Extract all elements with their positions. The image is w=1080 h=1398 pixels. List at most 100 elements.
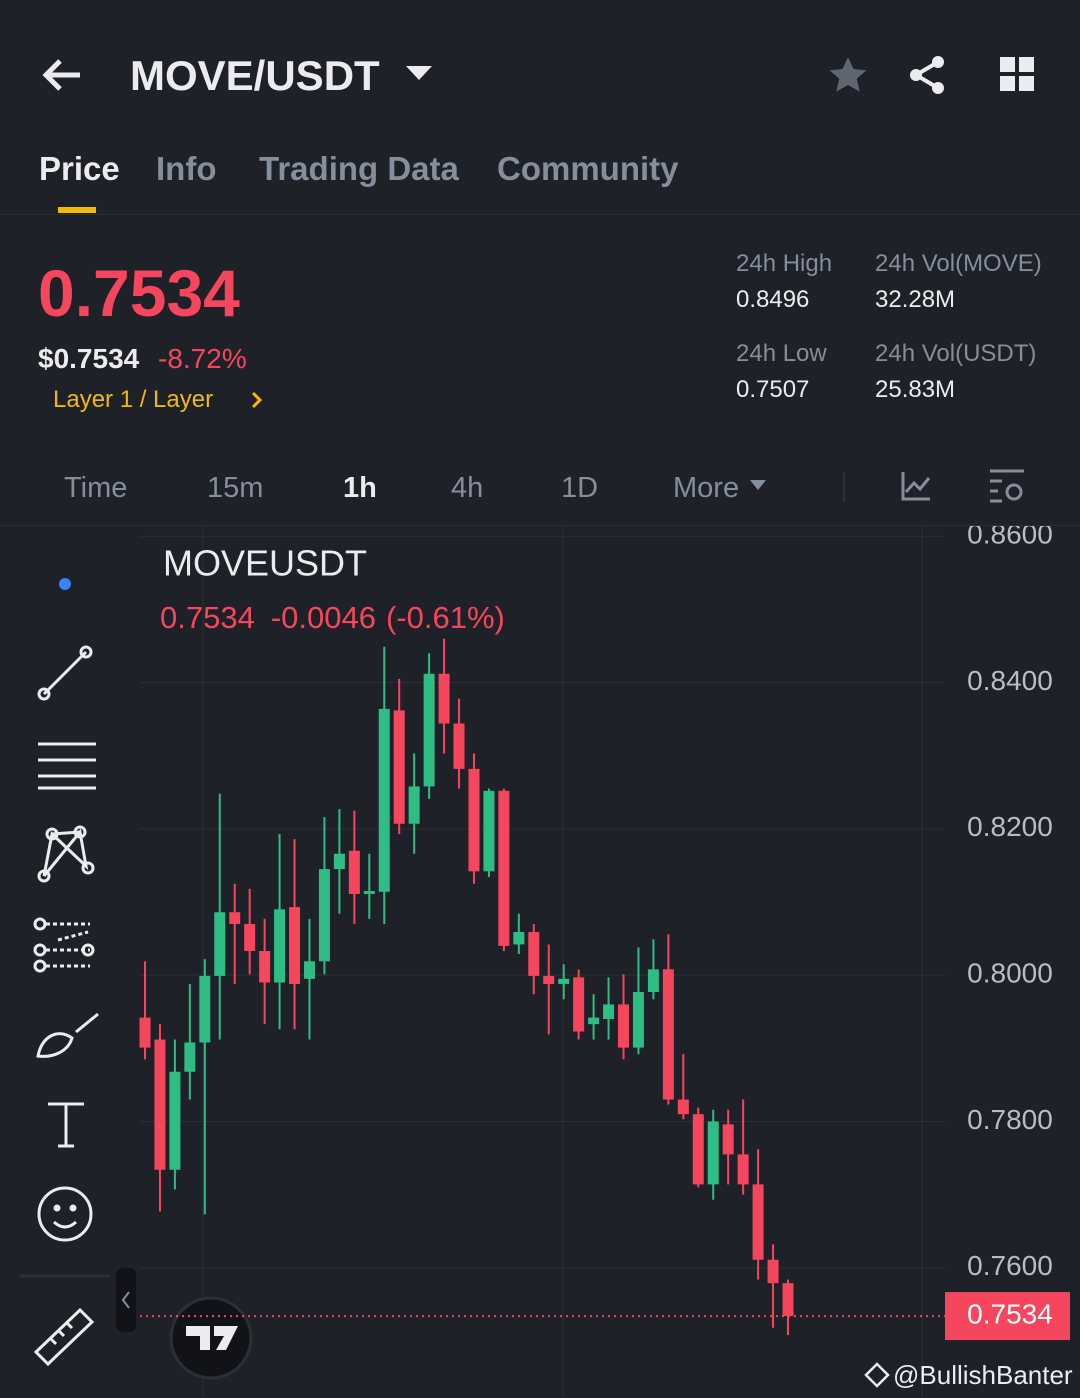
candle-body — [333, 853, 345, 870]
tab[interactable]: Community — [497, 150, 679, 187]
price-change: -8.72% — [158, 343, 247, 374]
candle-body — [603, 1004, 615, 1020]
stat-label: 24h Vol(MOVE) — [875, 250, 1042, 277]
candle-body — [513, 932, 525, 945]
tab[interactable]: Info — [156, 150, 217, 187]
share-icon[interactable] — [908, 55, 948, 95]
ohlc-info: 0.7534 -0.0046 (-0.61%) — [160, 600, 505, 635]
candle-body — [229, 912, 241, 924]
pair-caret[interactable] — [406, 66, 432, 82]
settings-icon[interactable] — [990, 468, 1026, 504]
chart: MOVEUSDT 0.7534 -0.0046 (-0.61%) 0.8600 0.8… — [20, 526, 1070, 1398]
info-change: -0.0046 — [271, 600, 376, 635]
y-tick-label: 0.8000 — [967, 958, 1053, 989]
candle-body — [423, 673, 435, 787]
more-caret[interactable] — [750, 480, 768, 492]
info-change-pct: (-0.61%) — [386, 600, 505, 635]
stat-value: 32.28M — [875, 286, 956, 313]
candle-body — [528, 932, 540, 976]
stat-label: 24h High — [736, 250, 833, 277]
candle-body — [303, 961, 315, 979]
candle-body — [677, 1099, 689, 1115]
candle-body — [169, 1071, 181, 1170]
chart-title: MOVEUSDT — [163, 543, 367, 584]
candle-body — [289, 907, 301, 984]
tab[interactable]: Trading Data — [259, 150, 459, 187]
candle-body — [558, 978, 570, 984]
interval[interactable]: 1h — [343, 472, 377, 504]
last-price: 0.7534 — [38, 256, 240, 330]
candle-body — [767, 1259, 779, 1284]
tag-chevron[interactable] — [250, 391, 264, 409]
layout-icon[interactable] — [1000, 57, 1036, 93]
interval[interactable]: 15m — [207, 472, 264, 504]
candle-body — [199, 975, 211, 1043]
candle-body — [453, 723, 465, 769]
stat-value: 25.83M — [875, 376, 956, 403]
candle-body — [707, 1121, 719, 1185]
separator — [843, 472, 845, 502]
info-close: 0.7534 — [160, 600, 255, 635]
divider — [0, 525, 1080, 526]
stat-value: 0.7507 — [736, 376, 810, 403]
candle-body — [752, 1184, 764, 1260]
last-price-box — [945, 1292, 1070, 1341]
candle-body — [468, 768, 480, 872]
tab-indicator — [58, 207, 96, 213]
back-button[interactable] — [40, 55, 84, 95]
candle-body — [498, 790, 510, 946]
category-tag[interactable]: Layer 1 / Layer — [53, 386, 214, 413]
favorite-icon[interactable] — [828, 55, 868, 95]
last-price-label: 0.7534 — [967, 1298, 1053, 1329]
watermark-icon — [864, 1362, 890, 1388]
watermark: @BullishBanter — [893, 1360, 1073, 1390]
candle-body — [483, 790, 495, 872]
pair-title[interactable]: MOVE/USDT — [130, 52, 380, 99]
tab[interactable]: Price — [39, 150, 120, 187]
stat-value: 0.8496 — [736, 286, 810, 313]
candle-body — [438, 673, 450, 724]
y-tick-label: 0.7800 — [967, 1104, 1053, 1135]
candle-body — [782, 1283, 794, 1317]
candle-body — [378, 708, 390, 892]
tv-logo — [169, 1296, 253, 1380]
interval[interactable]: More — [673, 472, 740, 504]
candle-body — [318, 869, 330, 962]
toolbar — [20, 578, 110, 1367]
candle-body — [259, 951, 271, 983]
candle-body — [139, 1017, 151, 1048]
candle-body — [214, 912, 226, 976]
collapse-handle[interactable] — [116, 1268, 136, 1332]
y-tick-label: 0.8400 — [967, 665, 1053, 696]
divider — [0, 214, 1080, 215]
candle-body — [737, 1154, 749, 1185]
collapse-chevron[interactable] — [121, 1291, 130, 1309]
indicator-icon[interactable] — [900, 470, 932, 502]
candle-body — [588, 1017, 600, 1025]
candle-body — [543, 975, 555, 984]
y-tick-label: 0.8200 — [967, 811, 1053, 842]
candle-body — [184, 1042, 196, 1072]
stat-label: 24h Vol(USDT) — [875, 340, 1037, 367]
interval[interactable]: 1D — [561, 472, 599, 504]
interval[interactable]: Time — [64, 472, 128, 504]
candle-body — [244, 923, 256, 952]
tv-logo-mark — [186, 1326, 238, 1350]
candle-body — [662, 969, 674, 1100]
candle-body — [618, 1004, 630, 1048]
candle-body — [408, 786, 420, 824]
stat-label: 24h Low — [736, 340, 827, 367]
y-tick-label: 0.8600 — [967, 526, 1053, 550]
candle-body — [348, 850, 360, 894]
candle-body — [722, 1124, 734, 1155]
candle-body — [393, 710, 405, 824]
candle-body — [573, 977, 585, 1032]
candle-body — [363, 891, 375, 894]
fiat-price: $0.7534 — [38, 343, 140, 374]
candle-body — [632, 991, 644, 1048]
interval[interactable]: 4h — [451, 472, 484, 504]
y-tick-label: 0.7600 — [967, 1250, 1053, 1281]
candle-body — [692, 1114, 704, 1185]
candle-body — [647, 969, 659, 992]
